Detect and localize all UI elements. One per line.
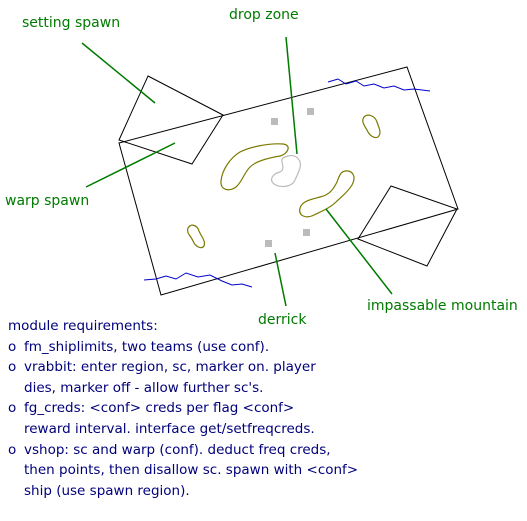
- notes-item-2-line-1: o vrabbit: enter region, sc, marker on. p…: [8, 357, 523, 378]
- impassable-mountain-leader: [325, 208, 393, 295]
- notes-heading: module requirements:: [8, 318, 158, 334]
- marker-3: [265, 240, 272, 247]
- marker-2: [307, 108, 314, 115]
- setting-spawn-region: [118, 75, 224, 165]
- setting-spawn-label: setting spawn: [22, 15, 120, 31]
- notes-item-4-text-2: then points, then disallow sc. spawn wit…: [24, 462, 359, 479]
- notes-item-3-text-1: fg_creds: <conf> creds per flag <conf>: [24, 400, 295, 417]
- mountain-3: [362, 114, 381, 139]
- notes-item-3-text-2: reward interval. interface get/setfreqcr…: [24, 420, 315, 437]
- marker-1: [271, 118, 278, 125]
- notes-item-1-line-1: o fm_shiplimits, two teams (use conf).: [8, 337, 523, 358]
- notes-item-4-text-1: vshop: sc and warp (conf). deduct freq c…: [24, 441, 331, 458]
- bullet-4: o: [8, 441, 17, 458]
- marker-4: [303, 229, 310, 236]
- notes-item-4-line-3: ship (use spawn region).: [8, 481, 523, 502]
- drop-zone-label: drop zone: [229, 7, 299, 23]
- notes-item-4-text-3: ship (use spawn region).: [24, 482, 190, 499]
- mountain-2: [299, 170, 355, 218]
- notes-item-4-line-2: then points, then disallow sc. spawn wit…: [8, 460, 523, 481]
- water-line-top: [327, 78, 431, 92]
- water-line-bottom: [143, 272, 253, 288]
- notes-item-3-line-1: o fg_creds: <conf> creds per flag <conf>: [8, 398, 523, 419]
- notes-item-3-line-2: reward interval. interface get/setfreqcr…: [8, 419, 523, 440]
- notes-item-1-text: fm_shiplimits, two teams (use conf).: [24, 338, 270, 355]
- bullet-1: o: [8, 338, 17, 355]
- notes-item-2-text-1: vrabbit: enter region, sc, marker on. pl…: [24, 359, 316, 376]
- warp-spawn-region: [357, 185, 458, 267]
- warp-spawn-label: warp spawn: [5, 193, 89, 209]
- notes-item-2-line-2: dies, marker off - allow further sc's.: [8, 378, 523, 399]
- bullet-2: o: [8, 359, 17, 376]
- arena-outline: [118, 66, 459, 296]
- impassable-mountain-label: impassable mountain: [367, 298, 518, 314]
- mountain-1: [220, 143, 289, 191]
- drop-zone-leader: [285, 36, 298, 155]
- bullet-3: o: [8, 400, 17, 417]
- drop-zone-outline: [270, 155, 301, 188]
- setting-spawn-leader: [81, 42, 156, 104]
- notes-item-4-line-1: o vshop: sc and warp (conf). deduct freq …: [8, 440, 523, 461]
- mountain-4: [186, 224, 206, 249]
- notes-item-2-text-2: dies, marker off - allow further sc's.: [24, 379, 264, 396]
- derrick-leader: [274, 252, 287, 307]
- derrick-label: derrick: [258, 312, 307, 328]
- module-requirements-notes: module requirements: o fm_shiplimits, two…: [8, 316, 523, 501]
- warp-spawn-leader: [85, 142, 176, 188]
